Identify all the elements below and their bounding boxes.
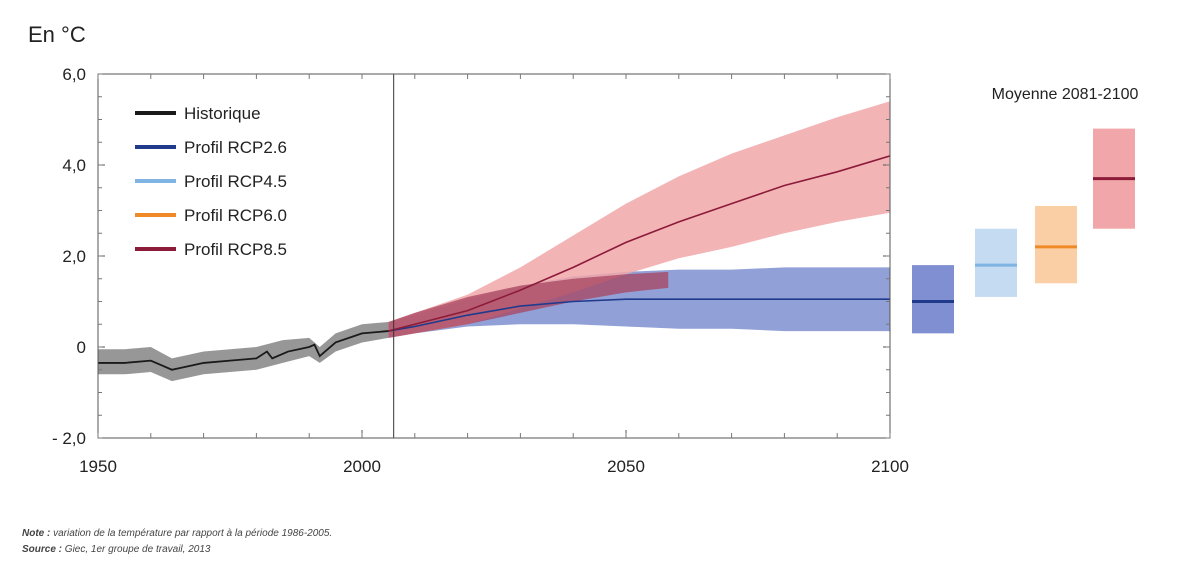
legend-label: Profil RCP6.0 [184, 206, 287, 225]
plot-area [98, 101, 890, 382]
rcp85-line [388, 155, 890, 332]
source-label: Source : [22, 544, 63, 555]
y-tick-label: 2,0 [62, 247, 86, 266]
rcp85-uncertainty-band [388, 101, 890, 338]
x-tick-label: 2100 [871, 457, 909, 476]
y-tick-label: 0 [77, 338, 86, 357]
rcp26-uncertainty-band [388, 267, 890, 338]
x-tick-label: 1950 [79, 457, 117, 476]
note-line: Note : variation de la température par r… [22, 528, 332, 539]
note-label: Note : [22, 528, 51, 539]
legend-label: Profil RCP8.5 [184, 240, 287, 259]
legend-label: Profil RCP2.6 [184, 138, 287, 157]
side-panel-title: Moyenne 2081-2100 [992, 86, 1139, 103]
historical-line [98, 330, 389, 371]
side-panel-bar [912, 265, 954, 334]
range-box [975, 228, 1017, 297]
y-tick-label: - 2,0 [52, 429, 86, 448]
side-panel-bar [1093, 128, 1135, 229]
chart-svg: En °C 6,0 4,0 2,0 0 - 2,0 1950 2000 2050 2100 His… [28, 22, 1139, 476]
range-box [1035, 205, 1077, 284]
legend-label: Historique [184, 104, 261, 123]
range-box [912, 265, 954, 334]
x-tick-label: 2050 [607, 457, 645, 476]
x-tick-label: 2000 [343, 457, 381, 476]
rcp26-line [388, 298, 890, 332]
y-tick-label: 4,0 [62, 156, 86, 175]
legend-label: Profil RCP4.5 [184, 172, 287, 191]
historical-uncertainty-band [98, 321, 389, 382]
unit-label: En °C [28, 22, 86, 47]
y-tick-label: 6,0 [62, 65, 86, 84]
source-text: Giec, 1er groupe de travail, 2013 [62, 544, 211, 555]
source-line: Source : Giec, 1er groupe de travail, 20… [22, 544, 210, 555]
side-panel-bar [975, 228, 1017, 297]
side-panel-bar [1035, 205, 1077, 284]
note-text: variation de la température par rapport … [50, 528, 333, 539]
